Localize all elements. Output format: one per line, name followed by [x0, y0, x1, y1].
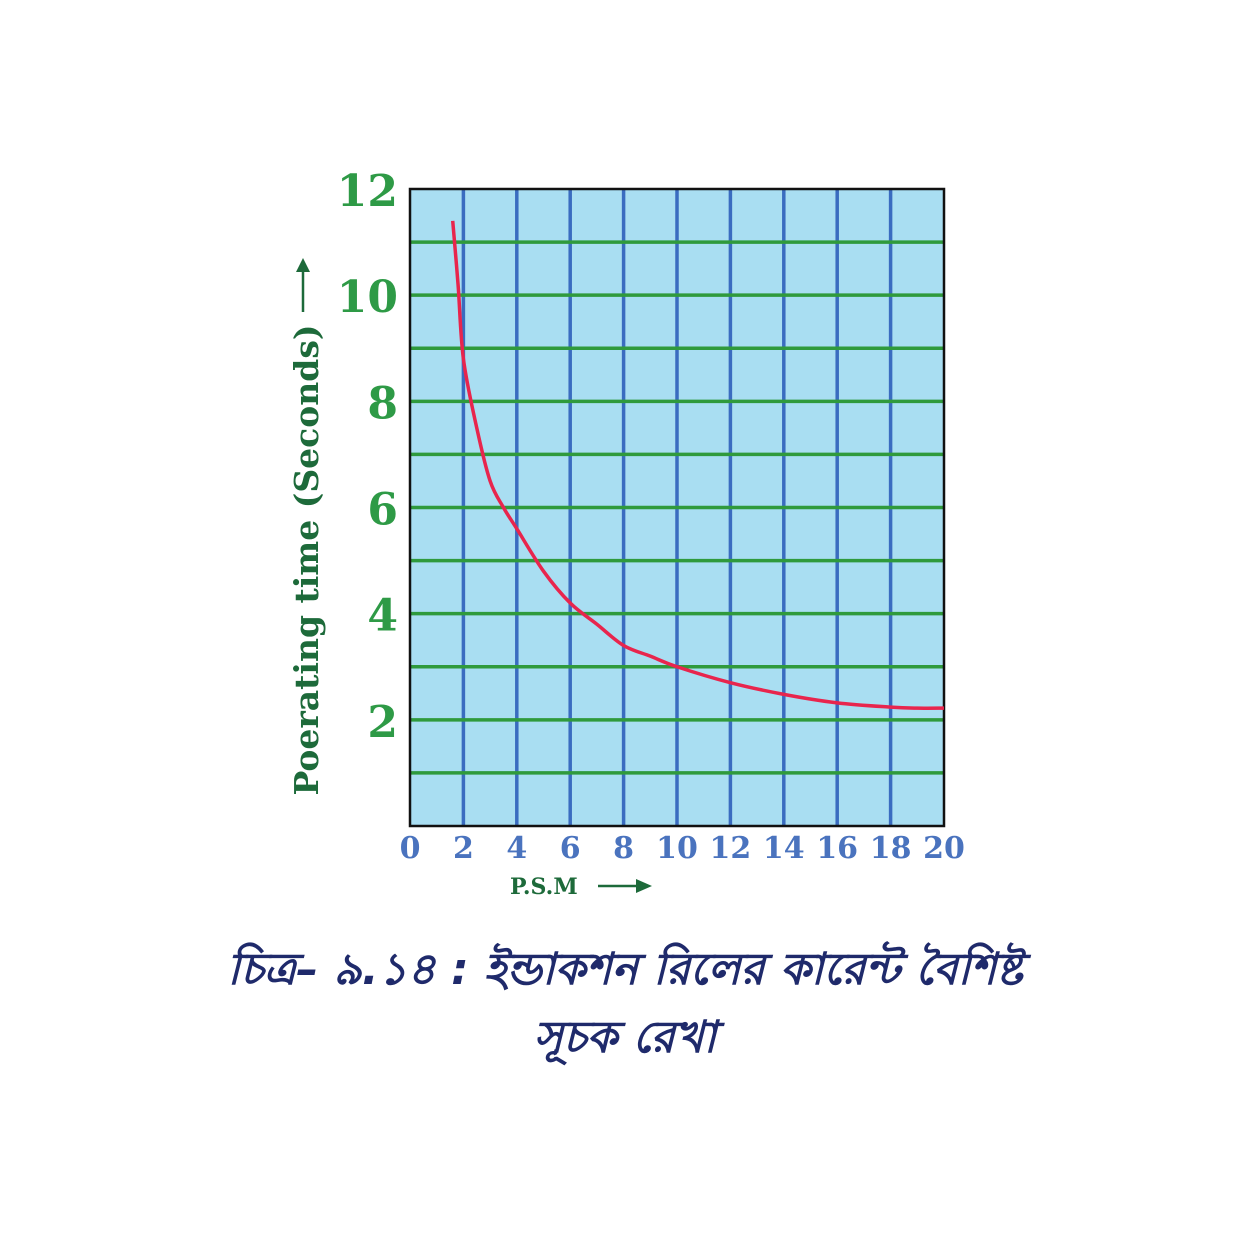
x-axis-label: P.S.M [510, 874, 578, 900]
x-tick-label: 12 [710, 831, 752, 866]
figure-caption-line-2: সূচক রেখা [533, 1012, 717, 1063]
x-tick-label: 8 [613, 831, 634, 866]
plot-frame [408, 187, 946, 828]
x-tick-label: 0 [400, 831, 421, 866]
y-tick-label: 4 [367, 591, 398, 642]
y-tick-label: 10 [337, 272, 398, 323]
y-tick-label: 2 [367, 697, 398, 748]
x-tick-label: 2 [453, 831, 474, 866]
x-axis-arrow-icon [598, 879, 652, 893]
x-tick-label: 20 [923, 831, 965, 866]
y-tick-label: 8 [367, 378, 398, 429]
figure-caption-line-1: চিত্র– ৯.১৪ : ইন্ডাকশন রিলের কারেন্ট বৈশ… [227, 944, 1023, 995]
x-tick-label: 18 [870, 831, 912, 866]
x-tick-labels: 0 2 4 6 8 10 12 14 16 18 20 [400, 831, 965, 866]
y-tick-label: 6 [367, 485, 398, 536]
y-tick-labels: 2 4 6 8 10 12 [337, 166, 398, 748]
x-tick-label: 4 [506, 831, 527, 866]
x-tick-label: 14 [763, 831, 805, 866]
x-tick-label: 6 [560, 831, 581, 866]
x-tick-label: 16 [816, 831, 858, 866]
y-axis-label: Poerating time (Seconds) [287, 324, 326, 795]
x-tick-label: 10 [656, 831, 698, 866]
y-tick-label: 12 [337, 166, 398, 217]
horizontal-gridlines [410, 240, 944, 775]
curve-line [450, 220, 945, 710]
y-axis-arrow-icon [296, 258, 310, 312]
